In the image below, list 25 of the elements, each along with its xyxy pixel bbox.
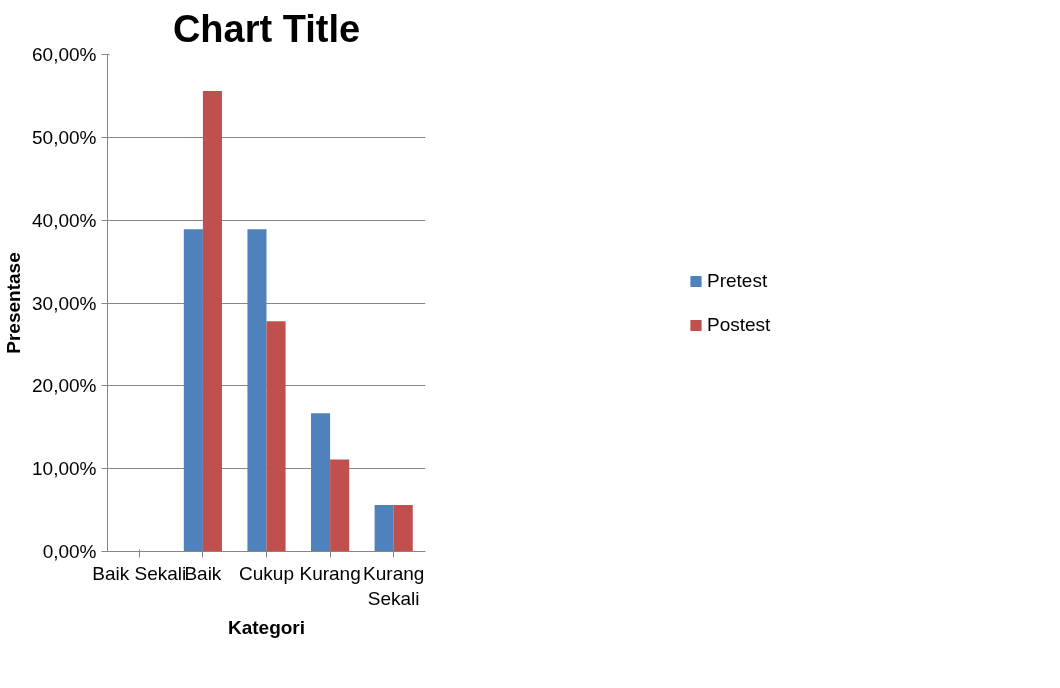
bar	[183, 229, 203, 552]
y-tick-label: 20,00%	[32, 375, 97, 397]
x-tick-label: Baik	[184, 562, 222, 584]
chart-title: Chart Title	[172, 7, 361, 50]
bar	[247, 229, 267, 552]
bar	[266, 321, 286, 552]
y-tick-label: 0,00%	[42, 541, 97, 562]
bar	[311, 413, 331, 552]
x-axis-title: Kategori	[227, 616, 306, 638]
bar	[202, 90, 222, 552]
y-axis-title: Presentase	[3, 252, 25, 354]
x-tick-label: Kurang	[299, 562, 361, 584]
y-tick-label: 60,00%	[32, 44, 97, 65]
legend-label: Postest	[707, 313, 772, 336]
y-tick-label: 10,00%	[32, 458, 97, 480]
bar	[330, 459, 350, 552]
legend-label: Pretest	[707, 269, 769, 292]
bar	[393, 505, 413, 552]
y-tick-label: 30,00%	[32, 292, 97, 314]
y-tick-label: 40,00%	[32, 209, 97, 231]
x-tick-label: Baik Sekali	[92, 562, 187, 584]
bar	[374, 505, 394, 552]
x-tick-label: Kurang Sekali	[363, 562, 425, 609]
y-tick-label: 50,00%	[32, 126, 97, 148]
x-tick-label: Cukup	[239, 562, 294, 584]
